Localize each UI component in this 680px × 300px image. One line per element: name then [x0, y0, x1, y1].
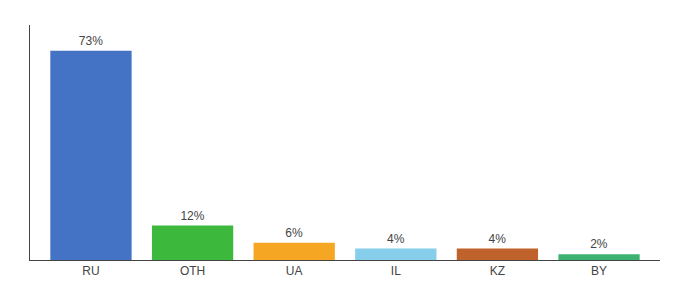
- svg-text:4%: 4%: [387, 232, 405, 246]
- svg-text:IL: IL: [391, 264, 401, 278]
- svg-text:UA: UA: [286, 264, 303, 278]
- svg-text:6%: 6%: [285, 226, 303, 240]
- svg-text:4%: 4%: [489, 232, 507, 246]
- svg-text:73%: 73%: [79, 34, 103, 48]
- svg-text:BY: BY: [591, 264, 607, 278]
- svg-text:RU: RU: [82, 264, 99, 278]
- svg-text:2%: 2%: [590, 237, 608, 251]
- svg-text:KZ: KZ: [490, 264, 505, 278]
- svg-text:OTH: OTH: [180, 264, 205, 278]
- svg-text:12%: 12%: [180, 209, 204, 223]
